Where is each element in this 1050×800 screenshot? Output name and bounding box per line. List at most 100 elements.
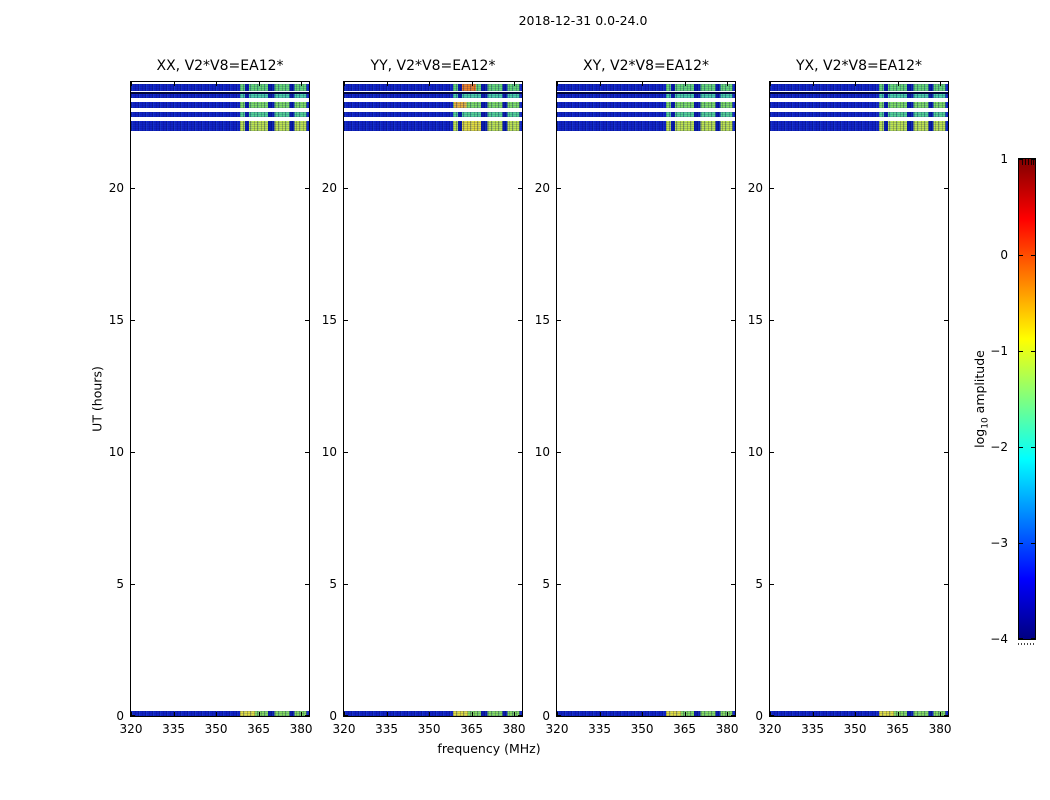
colorbar-tick-mark [1019, 351, 1023, 352]
y-tick-mark [731, 187, 735, 189]
y-tick-label: 0 [329, 709, 337, 723]
y-tick-mark [944, 187, 948, 189]
y-tick-label: 20 [108, 180, 124, 195]
x-tick-mark [216, 712, 217, 716]
y-tick-mark [131, 319, 135, 321]
data-band [131, 84, 309, 92]
x-tick-label: 335 [162, 722, 185, 736]
y-tick-mark [518, 319, 522, 321]
y-tick-mark [770, 583, 774, 585]
data-band [770, 91, 948, 94]
x-tick-mark [301, 712, 303, 716]
colorbar-minor-tick [1021, 159, 1023, 165]
data-band [131, 711, 309, 716]
x-tick-mark [258, 82, 260, 86]
y-tick-mark [731, 715, 735, 716]
colorbar-minor-tick [1024, 159, 1026, 165]
y-tick-mark [344, 715, 348, 716]
data-band [770, 84, 948, 92]
x-tick-label: 335 [375, 722, 398, 736]
data-band [557, 84, 735, 92]
y-tick-label: 10 [747, 444, 763, 459]
x-tick-mark [642, 712, 643, 716]
x-tick-mark [301, 82, 303, 86]
y-tick-label: 5 [116, 576, 124, 591]
y-tick-label: 10 [321, 444, 337, 459]
colorbar-minor-dots [1018, 643, 1036, 645]
colorbar-tick-label: 1 [1000, 152, 1008, 166]
data-band [557, 711, 735, 716]
y-tick-label: 0 [755, 709, 763, 723]
colorbar-label: log10 amplitude [972, 350, 991, 448]
y-tick-mark [305, 187, 309, 189]
data-band [344, 84, 522, 92]
y-tick-mark [344, 187, 348, 189]
x-tick-mark [855, 82, 856, 86]
y-tick-mark [770, 319, 774, 321]
y-tick-mark [518, 715, 522, 716]
colorbar-tick-label: 0 [1000, 248, 1008, 262]
y-tick-label: 15 [108, 312, 124, 327]
x-tick-label: 380 [502, 722, 526, 736]
x-tick-label: 320 [758, 722, 782, 736]
data-band [557, 101, 735, 109]
x-tick-label: 320 [119, 722, 143, 736]
y-tick-mark [305, 451, 309, 453]
colorbar-tick-mark [1031, 447, 1035, 448]
x-tick-mark [599, 712, 601, 716]
x-tick-mark [599, 82, 601, 86]
colorbar-tick-label: −1 [990, 344, 1008, 358]
data-band [131, 121, 309, 132]
x-tick-mark [471, 82, 473, 86]
colorbar-tick-label: −2 [990, 440, 1008, 454]
x-tick-mark [812, 82, 814, 86]
y-tick-label: 5 [542, 576, 550, 591]
x-tick-mark [684, 712, 686, 716]
x-tick-mark [344, 82, 345, 86]
y-tick-mark [344, 451, 348, 453]
y-tick-label: 10 [534, 444, 550, 459]
y-tick-label: 20 [321, 180, 337, 195]
colorbar-tick-mark [1031, 543, 1035, 544]
y-tick-mark [131, 451, 135, 453]
x-tick-mark [897, 82, 899, 86]
y-tick-mark [731, 451, 735, 453]
data-band [131, 91, 309, 94]
x-tick-mark [940, 712, 942, 716]
y-tick-mark [557, 187, 561, 189]
y-tick-mark [557, 715, 561, 716]
x-tick-label: 365 [460, 722, 483, 736]
x-tick-label: 335 [801, 722, 824, 736]
data-band [344, 121, 522, 132]
colorbar-tick-label: −4 [990, 632, 1008, 646]
colorbar-gradient [1019, 159, 1035, 639]
data-band [770, 112, 948, 118]
x-tick-label: 380 [928, 722, 952, 736]
colorbar-tick-mark [1031, 351, 1035, 352]
y-tick-label: 20 [534, 180, 550, 195]
colorbar [1018, 158, 1036, 640]
x-tick-label: 380 [289, 722, 313, 736]
colorbar-tick-mark [1031, 638, 1035, 639]
x-tick-mark [940, 82, 942, 86]
x-tick-mark [642, 82, 643, 86]
x-tick-label: 350 [843, 722, 867, 736]
x-tick-mark [173, 712, 175, 716]
x-tick-label: 380 [715, 722, 739, 736]
panel-title: YX, V2*V8=EA12* [796, 58, 922, 74]
y-axis-label: UT (hours) [89, 366, 105, 432]
heatmap-panel [343, 81, 523, 717]
colorbar-tick-mark [1019, 447, 1023, 448]
y-tick-mark [770, 451, 774, 453]
y-tick-mark [770, 187, 774, 189]
x-tick-mark [344, 712, 345, 716]
x-tick-mark [131, 82, 132, 86]
y-tick-mark [131, 583, 135, 585]
data-band [344, 711, 522, 716]
x-axis-label: frequency (MHz) [437, 741, 541, 756]
data-band [131, 101, 309, 109]
y-tick-mark [518, 187, 522, 189]
x-tick-mark [770, 82, 771, 86]
data-band [131, 112, 309, 118]
